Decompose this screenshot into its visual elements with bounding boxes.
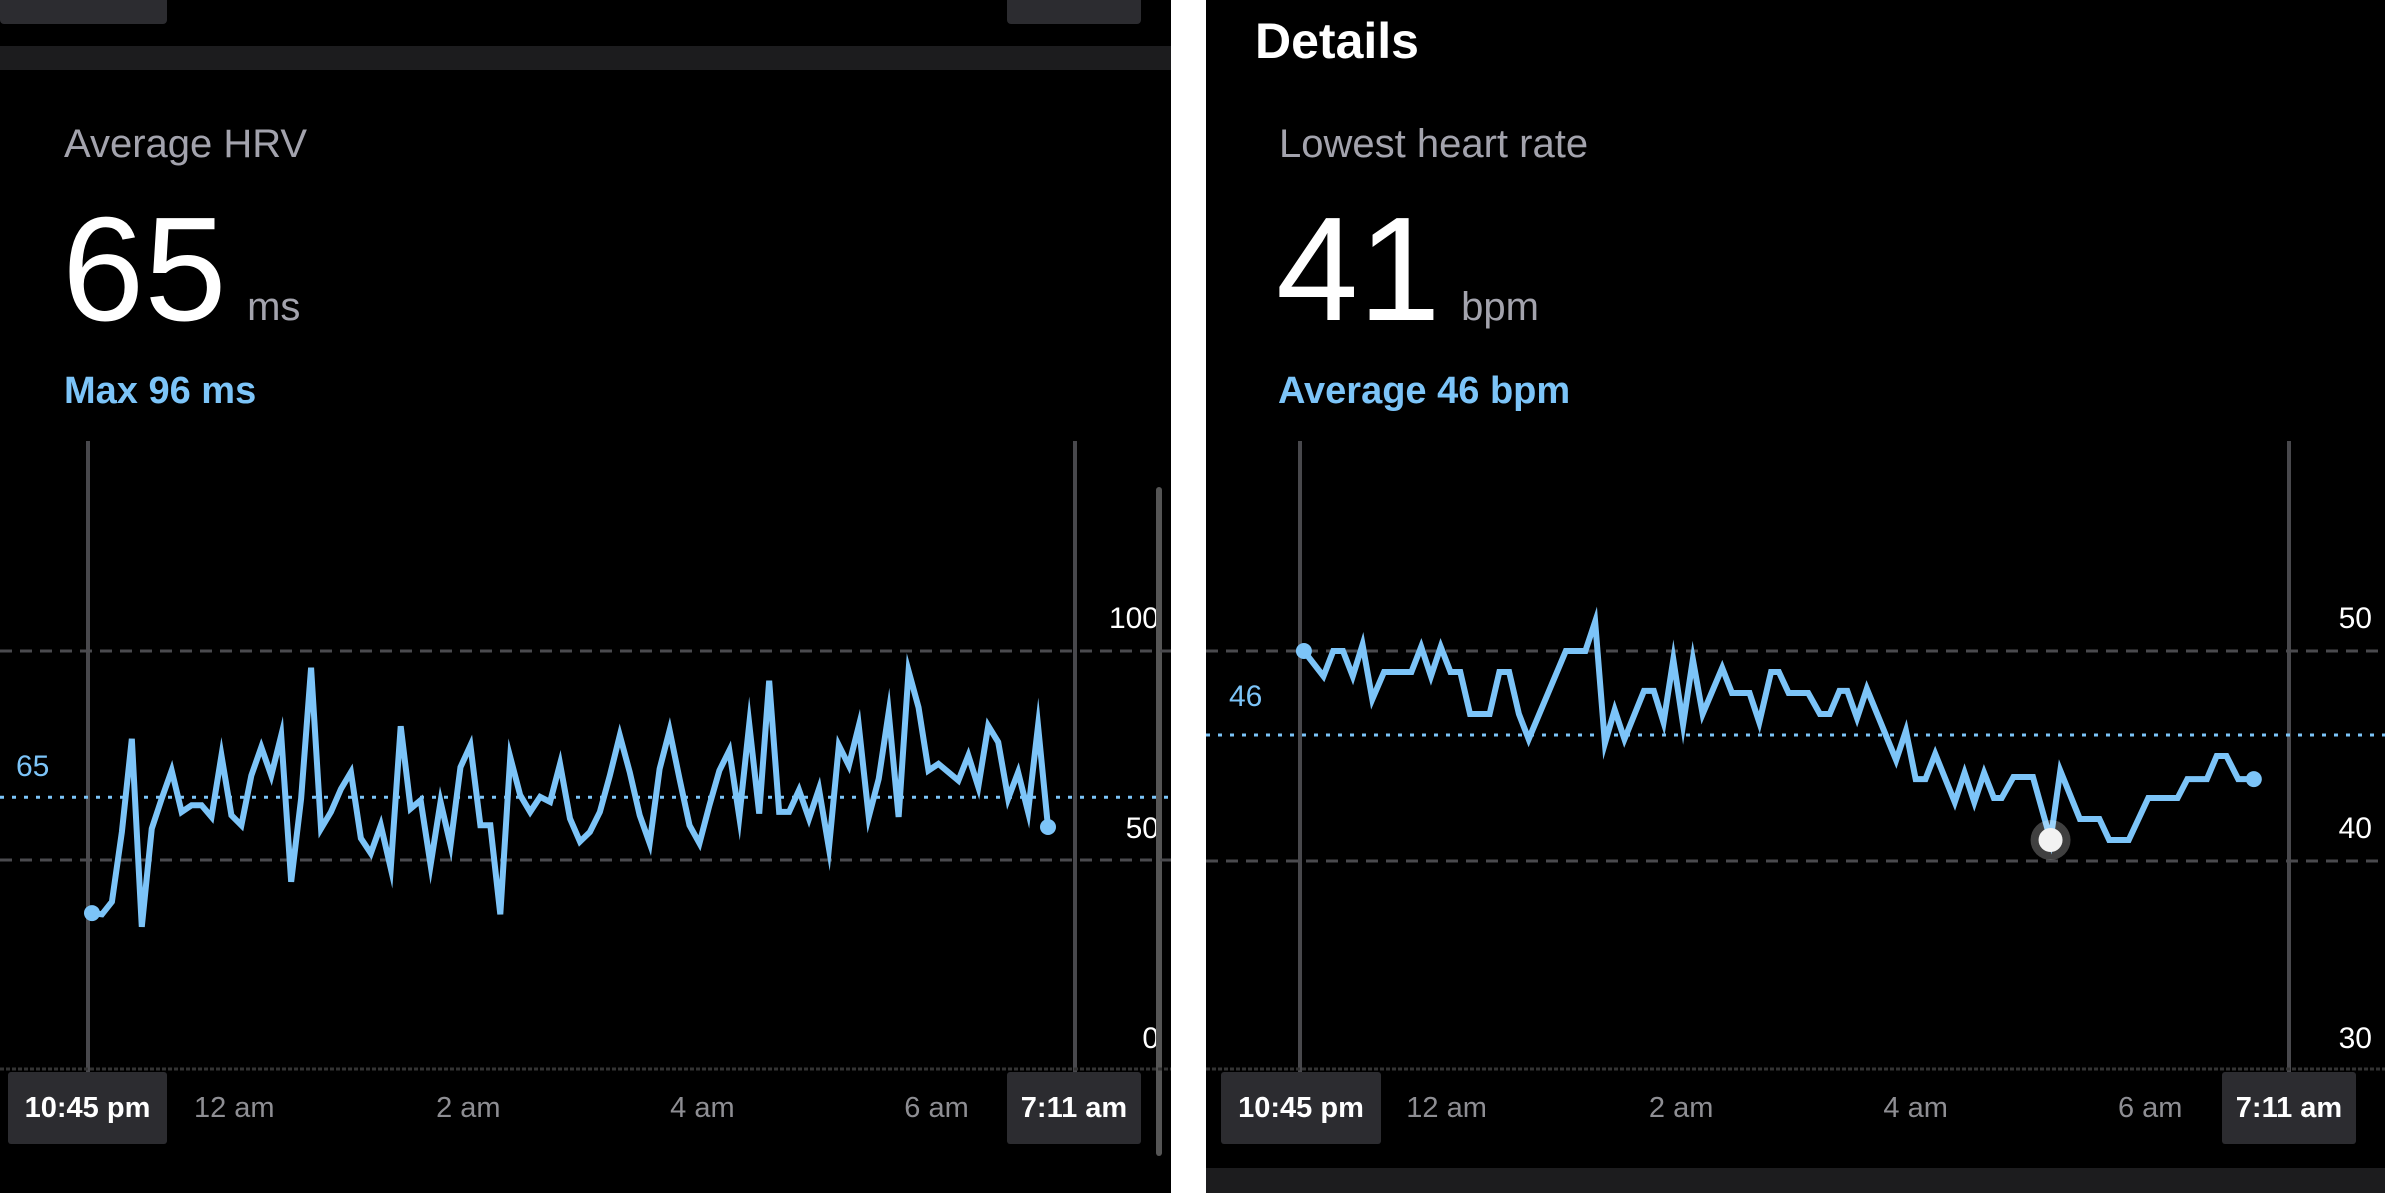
y-tick-label: 100 (1108, 602, 1159, 635)
y-tick-label: 50 (1125, 812, 1159, 845)
scrollbar[interactable] (1156, 487, 1162, 1156)
x-tick-label: 4 am (670, 1092, 735, 1124)
x-tick-label: 4 am (1883, 1092, 1948, 1124)
y-tick-label: 0 (1142, 1022, 1159, 1055)
average-line-label: 65 (16, 750, 50, 783)
data-line (91, 653, 1051, 928)
y-tick-label: 50 (2338, 602, 2372, 635)
metric-average: Average 46 bpm (1278, 370, 1571, 412)
heart-rate-panel: Details Lowest heart rate 41 bpm Average… (1206, 0, 2385, 1193)
start-time-box: 10:45 pm (8, 1072, 167, 1144)
data-line (1301, 606, 2254, 855)
details-heading: Details (1255, 13, 1419, 69)
x-tick-label: 6 am (2117, 1092, 2183, 1124)
metric-value-row: 41 bpm (1276, 196, 1539, 344)
bottom-sheet-bar (1206, 1168, 2385, 1193)
x-tick-label: 2 am (1648, 1092, 1714, 1124)
top-right-button[interactable] (1007, 0, 1141, 24)
start-time-box: 10:45 pm (1221, 1072, 1381, 1144)
end-point (2245, 771, 2262, 788)
metric-value: 41 (1276, 187, 1441, 352)
end-time-box: 7:11 am (2222, 1072, 2356, 1144)
hrv-chart (0, 441, 1171, 1072)
metric-title: Average HRV (64, 122, 308, 166)
metric-value: 65 (62, 187, 227, 352)
section-divider (0, 46, 1171, 70)
metric-value-row: 65 ms (62, 196, 300, 344)
x-tick-label: 12 am (1406, 1092, 1487, 1124)
start-point (1295, 643, 1312, 659)
start-point (84, 905, 100, 922)
hrv-panel: Average HRV 65 ms Max 96 ms 65 100 50 0 … (0, 0, 1171, 1193)
y-tick-label: 30 (2338, 1022, 2372, 1055)
x-tick-label: 2 am (436, 1092, 501, 1124)
top-left-button[interactable] (0, 0, 167, 24)
x-tick-label: 12 am (193, 1092, 275, 1124)
heart-rate-chart (1206, 441, 2385, 1072)
metric-title: Lowest heart rate (1279, 122, 1589, 166)
metric-unit: bpm (1461, 285, 1539, 329)
panel-separator (1171, 0, 1206, 1193)
x-tick-label: 6 am (904, 1092, 969, 1124)
end-time-box: 7:11 am (1007, 1072, 1141, 1144)
y-tick-label: 40 (2338, 812, 2372, 845)
metric-unit: ms (247, 285, 301, 329)
lowest-marker (2038, 828, 2063, 852)
metric-max: Max 96 ms (64, 370, 257, 412)
end-point (1040, 818, 1056, 835)
average-line-label: 46 (1229, 680, 1263, 713)
